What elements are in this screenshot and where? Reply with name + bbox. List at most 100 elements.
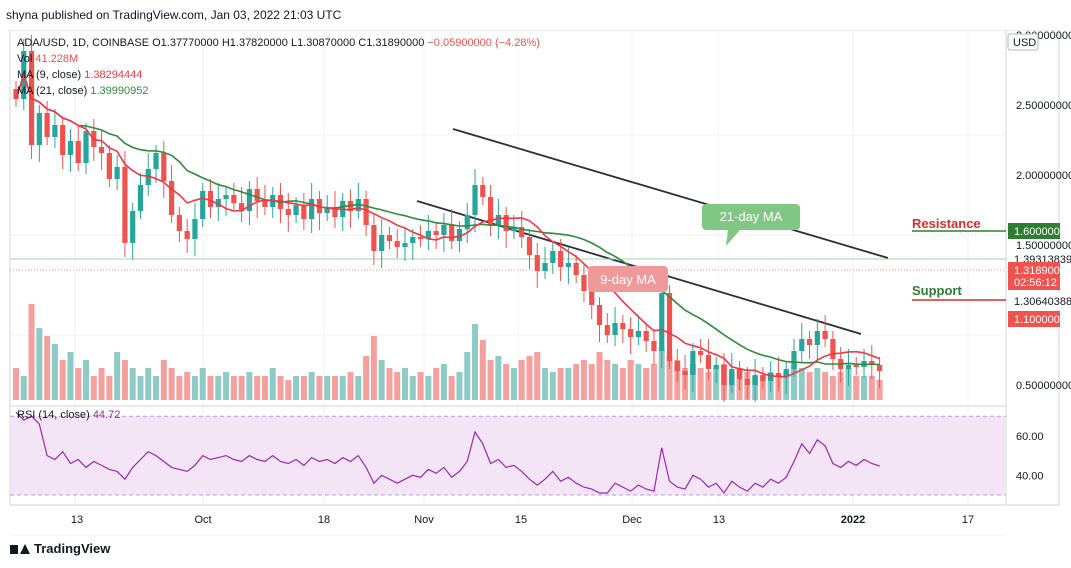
channel-upper-line [452, 128, 889, 259]
candle-body [495, 215, 501, 225]
volume-bar [277, 376, 284, 400]
candle-body [44, 113, 50, 137]
candle-body [75, 141, 81, 163]
volume-bar [324, 376, 331, 400]
chart-area[interactable]: 3.00000000 2.50000000 2.00000000 1.50000000… [0, 29, 1071, 538]
candle-body [853, 365, 859, 367]
candle-body [768, 373, 774, 381]
rsi-legend-line: RSI (14, close) 44.72 [17, 409, 120, 421]
ohlc-field: O1.37770000 [152, 37, 222, 49]
candle-body [511, 227, 517, 231]
ohlc-field: H1.37820000 [222, 37, 291, 49]
candle-body [643, 331, 649, 341]
candle-body [137, 185, 144, 211]
candle-body [246, 189, 252, 211]
volume-bar [876, 380, 883, 400]
candle-body [402, 243, 408, 247]
volume-bar [456, 372, 463, 400]
candle-body [799, 339, 805, 351]
price-tag-countdown: 02:56:12 [1014, 277, 1057, 289]
time-tick-label: Dec [622, 514, 642, 526]
price-tick-label: 2.50000000 [1016, 100, 1071, 112]
volume-bar [300, 376, 307, 400]
volume-bar [215, 376, 222, 400]
candle-body [659, 293, 665, 351]
volume-bar [184, 372, 191, 400]
volume-bar [557, 368, 564, 400]
volume-bar [580, 360, 587, 400]
volume-bar [814, 368, 821, 400]
ma9-callout-label: 9-day MA [600, 272, 656, 287]
candle-body [200, 191, 206, 219]
candle-body [324, 207, 330, 213]
candle-body [814, 331, 820, 345]
candle-body [223, 195, 229, 199]
volume-bar [526, 356, 533, 400]
candle-body [13, 89, 19, 99]
volume-bar [44, 336, 51, 400]
ma9-value: 1.38294444 [84, 69, 142, 81]
volume-bar [822, 372, 829, 400]
volume-bar [612, 364, 619, 400]
candle-body [386, 235, 393, 241]
volume-bar [417, 372, 424, 400]
volume-bar [635, 364, 642, 400]
candle-body [581, 275, 587, 291]
volume-bar [378, 360, 385, 400]
candle-body [285, 209, 291, 215]
tradingview-brand[interactable]: TradingView [10, 541, 110, 556]
candle-body [67, 141, 74, 155]
volume-bar [666, 356, 673, 400]
candle-body [845, 365, 852, 369]
volume-bar [798, 368, 805, 400]
volume-bar [238, 376, 245, 400]
rsi-value: 44.72 [93, 409, 121, 421]
volume-bar [168, 368, 175, 400]
candle-body [153, 153, 159, 169]
volume-bar [440, 364, 447, 400]
ma21-callout-label: 21-day MA [720, 209, 783, 224]
candle-body [830, 339, 836, 359]
price-axis: 3.000000002.500000002.000000001.50000000… [1007, 30, 1071, 482]
volume-bar [596, 352, 603, 400]
time-tick-label: 2022 [841, 514, 865, 526]
time-tick-label: Oct [194, 514, 211, 526]
volume-bar [176, 376, 183, 400]
ohlc-field: L1.30870000 [291, 37, 358, 49]
time-tick-label: 13 [713, 514, 725, 526]
candle-body [534, 255, 540, 271]
candle-body [192, 219, 198, 239]
candle-body [666, 293, 673, 361]
rsi-line-path [15, 411, 880, 495]
candle-body [589, 291, 595, 305]
volume-bar [13, 368, 19, 400]
candle-body [550, 251, 556, 263]
volume-bar [549, 372, 556, 400]
tradingview-logo-icon [10, 543, 30, 555]
rsi-tick-label: 60.00 [1016, 431, 1044, 443]
ma21-legend-line: MA (21, close) 1.39990952 [17, 85, 148, 97]
volume-bar [650, 364, 657, 400]
volume-bar [604, 360, 611, 400]
price-tag-bg [1008, 262, 1060, 278]
candle-body [215, 199, 221, 207]
candle-body [519, 227, 525, 237]
volume-bar [542, 368, 549, 400]
candle-body [207, 191, 214, 207]
volume-bar [394, 372, 401, 400]
volume-bar [487, 360, 494, 400]
candle-body [363, 199, 369, 225]
volume-bar [98, 368, 105, 400]
vol-value: 41.228M [35, 53, 78, 65]
volume-bar [254, 376, 261, 400]
volume-bar [191, 376, 198, 400]
candle-body [231, 195, 237, 203]
ma9-callout-bubble [588, 266, 668, 292]
volume-bar [386, 368, 393, 400]
volume-bar [479, 340, 486, 400]
candle-body [449, 225, 455, 241]
time-tick-label: 17 [962, 514, 974, 526]
price-chart[interactable]: 3.000000002.500000002.000000001.50000000… [0, 29, 1071, 538]
rsi-label: RSI (14, close) [17, 409, 93, 421]
candle-body [371, 225, 377, 251]
